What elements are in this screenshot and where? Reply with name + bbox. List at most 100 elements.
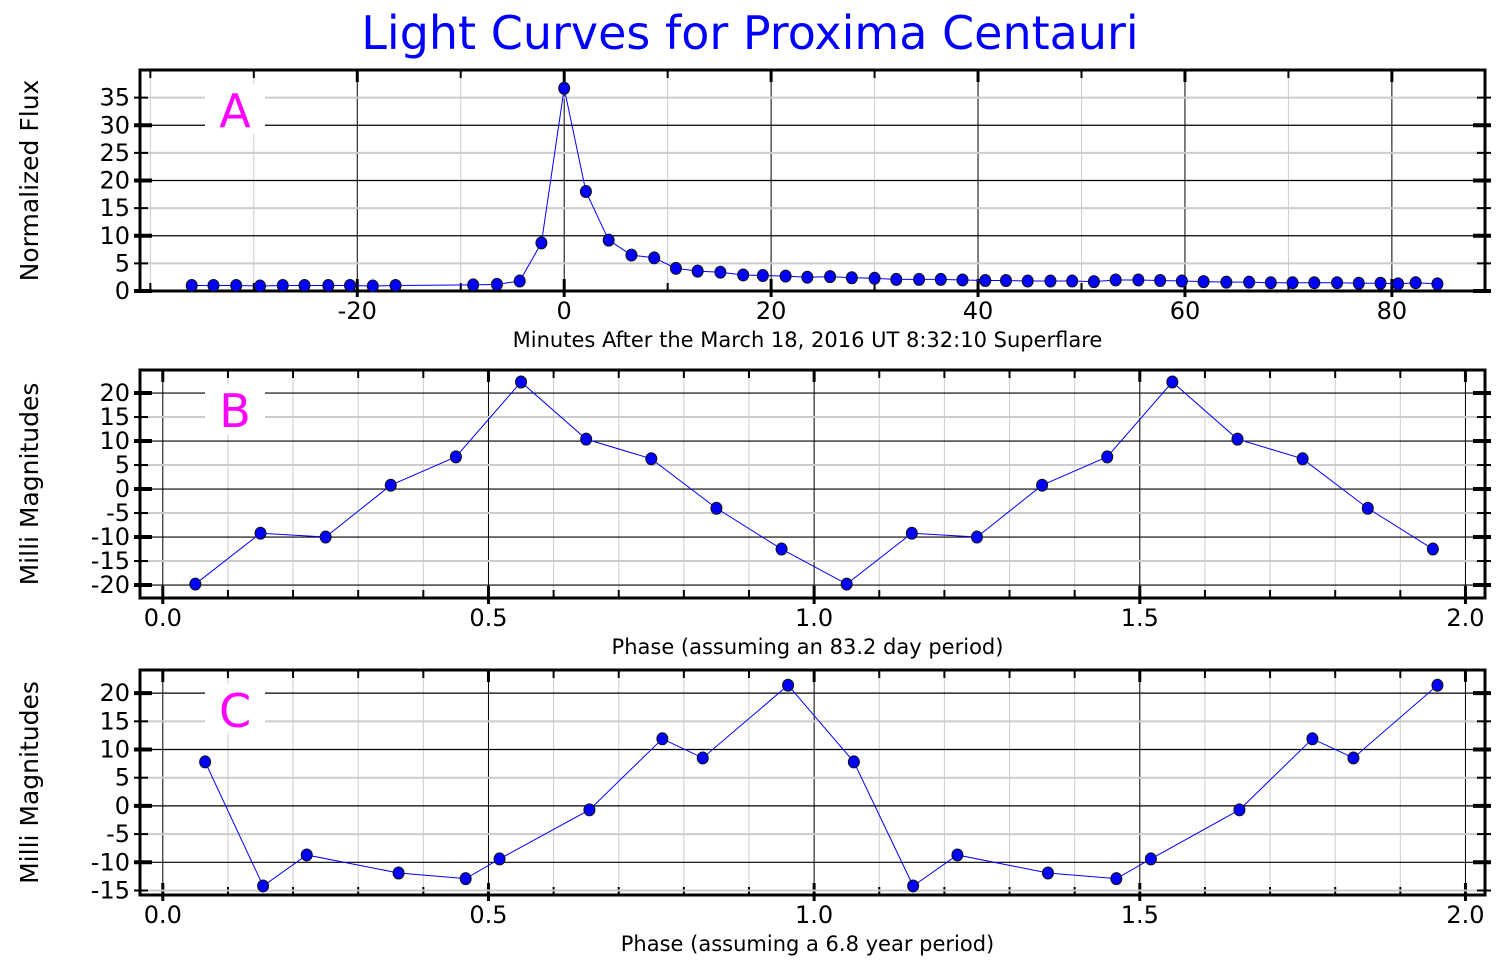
data-point xyxy=(648,251,661,265)
data-point xyxy=(1132,273,1145,287)
data-point xyxy=(515,375,528,389)
x-tick-label: 0.0 xyxy=(144,901,182,929)
data-point xyxy=(934,272,947,286)
data-point xyxy=(656,732,669,746)
x-tick-label: 2.0 xyxy=(1446,604,1484,632)
data-point xyxy=(449,450,462,464)
data-point xyxy=(845,271,858,285)
plot-frame xyxy=(138,368,1487,600)
y-tick-label: 15 xyxy=(99,403,130,431)
data-point xyxy=(276,278,289,292)
x-tick-label: 1.0 xyxy=(795,604,833,632)
data-point xyxy=(189,577,202,591)
data-point xyxy=(737,268,750,282)
data-point xyxy=(999,274,1012,288)
y-tick-label: 0 xyxy=(115,475,130,503)
x-tick-label: 1.0 xyxy=(795,901,833,929)
y-axis-label: Normalized Flux xyxy=(15,80,44,282)
panel-label-background xyxy=(205,84,265,134)
data-point xyxy=(1231,432,1244,446)
x-tick-label: 0.0 xyxy=(144,604,182,632)
y-tick-label: 5 xyxy=(115,764,130,792)
data-point xyxy=(1426,542,1439,556)
data-point xyxy=(782,678,795,692)
x-tick-label: 1.5 xyxy=(1121,604,1159,632)
data-point xyxy=(645,452,658,466)
data-point xyxy=(696,751,709,765)
data-point xyxy=(1296,452,1309,466)
y-tick-label: 35 xyxy=(99,84,130,112)
data-point xyxy=(1109,273,1122,287)
y-tick-label: -5 xyxy=(106,820,130,848)
data-point xyxy=(907,879,920,893)
data-point xyxy=(1044,274,1057,288)
data-point xyxy=(207,278,220,292)
data-point xyxy=(714,265,727,279)
y-tick-label: 5 xyxy=(115,451,130,479)
data-point xyxy=(1041,866,1054,880)
data-point xyxy=(257,879,270,893)
data-point xyxy=(970,530,983,544)
data-point xyxy=(199,755,212,769)
x-tick-label: 2.0 xyxy=(1446,901,1484,929)
data-point xyxy=(322,278,335,292)
data-point xyxy=(490,277,503,291)
panel-label: C xyxy=(219,684,251,738)
x-tick-label: 0.5 xyxy=(469,604,507,632)
panel-label-background xyxy=(205,384,265,434)
data-point xyxy=(779,269,792,283)
data-point xyxy=(580,432,593,446)
data-point xyxy=(1331,276,1344,290)
data-point xyxy=(1197,275,1210,289)
data-point xyxy=(1144,852,1157,866)
data-point xyxy=(300,848,313,862)
data-point xyxy=(319,530,332,544)
x-tick-label: 0 xyxy=(557,297,572,325)
data-point xyxy=(756,269,769,283)
y-tick-label: 15 xyxy=(99,707,130,735)
data-point xyxy=(691,264,704,278)
y-axis-label: Milli Magnitudes xyxy=(15,681,44,884)
data-point xyxy=(384,478,397,492)
x-tick-label: 1.5 xyxy=(1121,901,1159,929)
data-point xyxy=(801,270,814,284)
data-point xyxy=(956,273,969,287)
data-point xyxy=(602,233,615,247)
panel-label-background xyxy=(205,684,265,734)
data-point xyxy=(254,526,267,540)
data-point xyxy=(392,866,405,880)
x-tick-label: 80 xyxy=(1377,297,1408,325)
data-point xyxy=(847,755,860,769)
data-point xyxy=(583,803,596,817)
data-point xyxy=(1036,478,1049,492)
y-tick-label: -10 xyxy=(91,848,130,876)
y-tick-label: -5 xyxy=(106,499,130,527)
data-point xyxy=(979,274,992,288)
y-tick-label: 20 xyxy=(99,167,130,195)
data-point xyxy=(951,848,964,862)
y-tick-label: 10 xyxy=(99,736,130,764)
data-point xyxy=(1175,274,1188,288)
y-tick-label: 20 xyxy=(99,379,130,407)
y-tick-label: -20 xyxy=(91,571,130,599)
data-point xyxy=(868,271,881,285)
data-point xyxy=(1352,276,1365,290)
data-point xyxy=(1066,274,1079,288)
panel-label: B xyxy=(219,384,251,438)
x-axis-label: Phase (assuming a 6.8 year period) xyxy=(621,932,994,956)
data-point xyxy=(1154,274,1167,288)
data-point xyxy=(1166,375,1179,389)
y-tick-label: 10 xyxy=(99,222,130,250)
data-point xyxy=(669,261,682,275)
data-point xyxy=(1306,732,1319,746)
data-point xyxy=(185,278,198,292)
data-point xyxy=(1431,277,1444,291)
y-tick-label: -15 xyxy=(91,876,130,904)
x-tick-label: -20 xyxy=(338,297,377,325)
data-point xyxy=(824,270,837,284)
data-point xyxy=(1431,678,1444,692)
data-point xyxy=(905,526,918,540)
